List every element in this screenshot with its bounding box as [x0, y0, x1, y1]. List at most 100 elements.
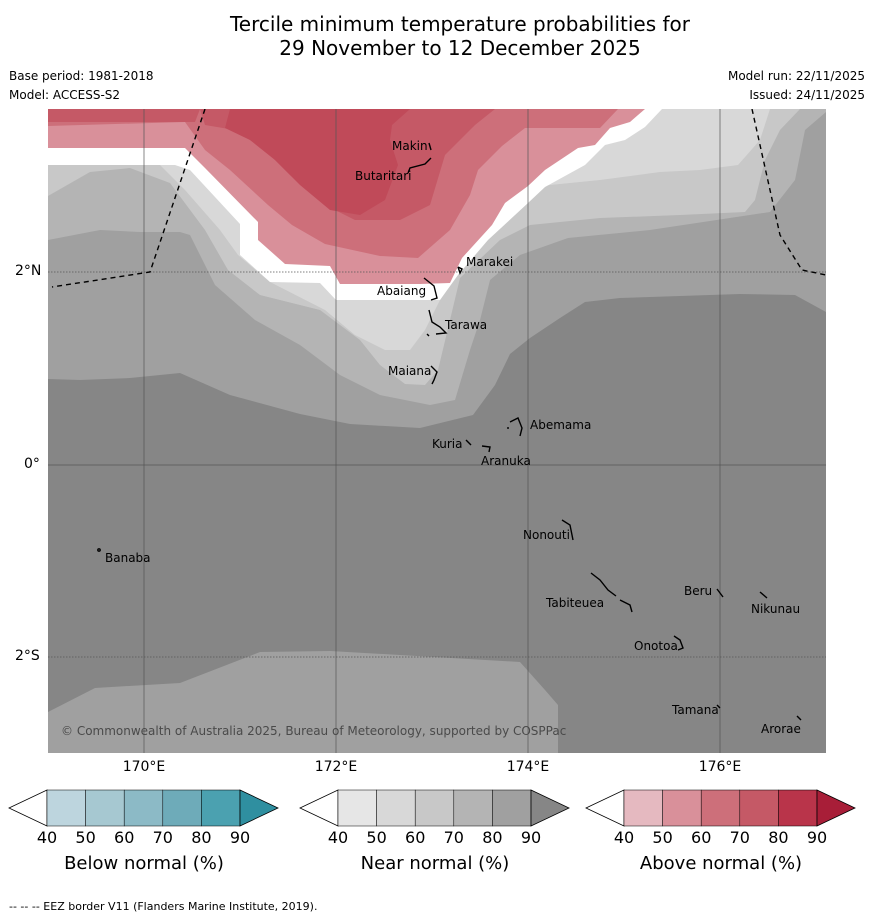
- model-name: Model: ACCESS-S2: [9, 88, 121, 102]
- issued-date: Issued: 24/11/2025: [749, 88, 865, 102]
- island-aranuka: [481, 445, 491, 453]
- lat-label-2n: 2°N: [15, 263, 42, 279]
- island-outlines: [97, 142, 802, 721]
- colorbar-below-tick: 70: [152, 828, 173, 847]
- label-banaba: Banaba: [105, 551, 151, 565]
- island-banaba: [97, 548, 101, 552]
- island-beru: [716, 588, 724, 598]
- colorbar-below-tick: 40: [36, 828, 58, 847]
- colorbar-above-extend-high: [816, 789, 856, 827]
- colorbar-below-segment: [162, 789, 202, 827]
- above-normal-80-zone-west: [48, 109, 200, 122]
- label-abemama: Abemama: [530, 418, 592, 432]
- island-marakei: [457, 266, 463, 275]
- colorbar-near-segment: [492, 789, 532, 827]
- island-maiana: [430, 365, 438, 385]
- lon-label-176: 176°E: [698, 759, 742, 775]
- colorbar-above-extend-low: [585, 789, 625, 827]
- colorbar-near-tick: 50: [366, 828, 387, 847]
- label-butaritari: Butaritari: [355, 169, 412, 183]
- island-abemama: [509, 417, 523, 437]
- island-onotoa: [673, 635, 684, 651]
- lon-label-170: 170°E: [122, 759, 166, 775]
- colorbar-above-segment: [778, 789, 818, 827]
- probability-fields: [48, 109, 826, 753]
- model-run: Model run: 22/11/2025: [727, 69, 865, 83]
- colorbar-near-tick: 90: [520, 828, 542, 847]
- label-nonouti: Nonouti: [523, 528, 570, 542]
- colorbar-above-tick: 70: [729, 828, 750, 847]
- label-aranuka: Aranuka: [481, 454, 531, 468]
- colorbar-above-segment: [623, 789, 663, 827]
- colorbar-above-tick: 80: [768, 828, 789, 847]
- label-kuria: Kuria: [432, 437, 463, 451]
- colorbar-near-segment: [376, 789, 416, 827]
- island-nonouti: [561, 519, 574, 541]
- title-line-2: 29 November to 12 December 2025: [279, 36, 641, 60]
- label-marakei: Marakei: [466, 255, 514, 269]
- colorbar-near-tick: 40: [327, 828, 349, 847]
- colorbar-above-tick: 50: [652, 828, 673, 847]
- eez-border: [51, 109, 826, 288]
- island-butaritari: [407, 157, 432, 174]
- label-beru: Beru: [684, 584, 713, 598]
- label-onotoa: Onotoa: [634, 639, 678, 653]
- colorbar-below-tick: 60: [114, 828, 135, 847]
- island-tabiteuea-north: [590, 572, 617, 597]
- title-line-1: Tercile minimum temperature probabilitie…: [229, 12, 691, 36]
- lon-label-174: 174°E: [506, 759, 550, 775]
- colorbar-near-segment: [414, 789, 455, 827]
- colorbar-below-tick: 50: [75, 828, 96, 847]
- eez-legend-note: -- -- -- EEZ border V11 (Flanders Marine…: [9, 900, 318, 913]
- colorbar-title-below: Below normal (%): [64, 853, 224, 874]
- colorbar-below-tick: 80: [191, 828, 212, 847]
- island-arorae: [796, 715, 802, 721]
- chart-title: Tercile minimum temperature probabilitie…: [0, 12, 873, 60]
- colorbar-above-tick: 40: [613, 828, 635, 847]
- label-tabiteuea: Tabiteuea: [546, 596, 605, 610]
- colorbar-above-segment: [739, 789, 779, 827]
- colorbar-title-above: Above normal (%): [639, 853, 803, 874]
- island-nikunau: [759, 591, 768, 599]
- gridlines: [48, 109, 826, 753]
- colorbar-below-segment: [123, 789, 164, 827]
- copyright-notice: © Commonwealth of Australia 2025, Bureau…: [61, 724, 567, 738]
- colorbar-near-extend-low: [299, 789, 339, 827]
- colorbar-below-tick: 90: [229, 828, 251, 847]
- colorbar-below-segment: [85, 789, 125, 827]
- colorbar-below-segment: [201, 789, 241, 827]
- label-arorae: Arorae: [761, 722, 801, 736]
- colorbar-near-tick: 70: [443, 828, 464, 847]
- label-makin: Makin: [392, 139, 428, 153]
- colorbar-near-tick: 60: [405, 828, 426, 847]
- colorbar-above-tick: 60: [691, 828, 712, 847]
- label-tamana: Tamana: [672, 703, 719, 717]
- colorbar-above-segment: [700, 789, 741, 827]
- colorbar-above-segment: [662, 789, 702, 827]
- near-normal-80-south-zone: [48, 651, 558, 753]
- label-nikunau: Nikunau: [751, 602, 801, 616]
- island-tarawa: [428, 309, 448, 335]
- base-period: Base period: 1981-2018: [9, 69, 154, 83]
- colorbar-below-extend-low: [8, 789, 48, 827]
- lat-label-0: 0°: [24, 456, 40, 472]
- colorbar-near-segment: [453, 789, 493, 827]
- island-makin: [428, 142, 432, 151]
- island-kuria: [465, 439, 472, 446]
- colorbar-below-extend-high: [239, 789, 279, 827]
- colorbar-above-tick: 90: [806, 828, 828, 847]
- colorbar-below-segment: [46, 789, 86, 827]
- label-tarawa: Tarawa: [445, 318, 488, 332]
- island-abaiang: [423, 277, 438, 301]
- colorbar-near-extend-high: [530, 789, 570, 827]
- colorbar-near-segment: [337, 789, 377, 827]
- lon-label-172: 172°E: [314, 759, 358, 775]
- island-tabiteuea-south: [619, 599, 633, 613]
- island-tamana: [716, 704, 721, 709]
- label-maiana: Maiana: [388, 364, 432, 378]
- colorbar-near-tick: 80: [482, 828, 503, 847]
- lat-label-2s: 2°S: [15, 648, 40, 664]
- label-abaiang: Abaiang: [377, 284, 427, 298]
